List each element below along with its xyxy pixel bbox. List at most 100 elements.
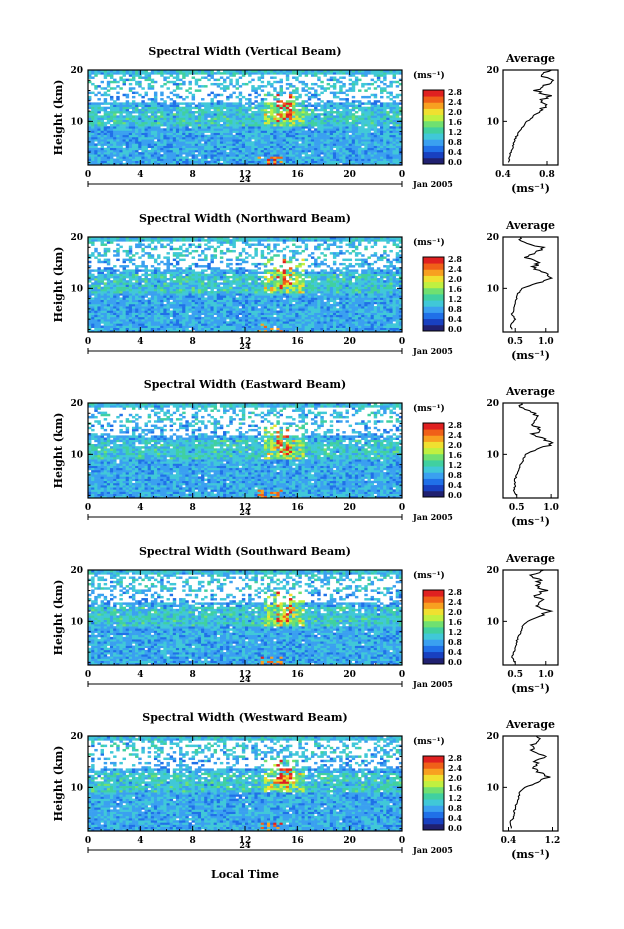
heatmap-cell	[116, 314, 120, 318]
heatmap-cell	[351, 100, 356, 103]
heatmap-cell	[175, 121, 180, 125]
heatmap-cell	[295, 145, 299, 149]
heatmap-cell	[207, 327, 211, 331]
heatmap-cell	[395, 310, 400, 313]
heatmap-cell	[144, 319, 148, 322]
heatmap-cell	[364, 121, 368, 125]
heatmap-cell	[182, 117, 186, 120]
heatmap-cell	[153, 145, 158, 149]
heatmap-cell	[216, 299, 221, 303]
heatmap-cell	[263, 158, 268, 161]
heatmap-cell	[185, 115, 189, 118]
heatmap-cell	[106, 102, 111, 105]
heatmap-cell	[241, 154, 246, 157]
heatmap-cell	[339, 139, 343, 142]
heatmap-cell	[307, 306, 312, 309]
heatmap-cell	[229, 156, 233, 159]
heatmap-cell	[323, 162, 327, 166]
heatmap-cell	[339, 136, 343, 140]
heatmap-cell	[182, 123, 186, 127]
heatmap-cell	[245, 70, 249, 73]
heatmap-cell	[138, 299, 142, 303]
heatmap-cell	[358, 312, 362, 316]
heatmap-cell	[182, 162, 186, 166]
heatmap-cell	[141, 95, 145, 99]
heatmap-cell	[323, 310, 327, 313]
heatmap-cell	[376, 78, 381, 82]
heatmap-cell	[169, 162, 174, 166]
heatmap-cell	[201, 156, 205, 159]
heatmap-cell	[270, 323, 274, 326]
heatmap-cell	[160, 323, 164, 326]
colorbar-tick-label: 1.2	[448, 127, 462, 137]
heatmap-cell	[380, 329, 384, 333]
heatmap-cell	[238, 327, 243, 331]
heatmap-cell	[135, 128, 139, 131]
heatmap-cell	[310, 113, 315, 116]
heatmap-cell	[364, 321, 368, 324]
heatmap-cell	[361, 141, 365, 144]
heatmap-cell	[345, 106, 349, 110]
heatmap-cell	[238, 106, 243, 110]
heatmap-cell	[383, 306, 387, 309]
heatmap-cell	[326, 87, 331, 90]
heatmap-cell	[263, 160, 268, 164]
heatmap-cell	[270, 141, 274, 144]
heatmap-cell	[191, 95, 196, 99]
heatmap-cell	[395, 312, 400, 316]
heatmap-cell	[260, 74, 265, 77]
heatmap-cell	[232, 152, 236, 155]
heatmap-cell	[153, 158, 158, 161]
heatmap-cell	[182, 134, 186, 138]
heatmap-cell	[364, 128, 368, 131]
heatmap-cell	[185, 102, 189, 105]
heatmap-cell	[109, 154, 114, 157]
heatmap-cell	[370, 139, 375, 142]
heatmap-cell	[339, 154, 343, 157]
heatmap-cell	[197, 123, 202, 127]
heatmap-cell	[185, 321, 189, 324]
heatmap-cell	[276, 123, 280, 127]
heatmap-cell	[109, 312, 114, 316]
heatmap-cell	[345, 134, 349, 138]
heatmap-cell	[191, 132, 196, 136]
heatmap-cell	[276, 128, 280, 131]
heatmap-cell	[345, 132, 349, 136]
heatmap-cell	[235, 160, 240, 164]
heatmap-cell	[358, 329, 362, 333]
heatmap-cell	[392, 95, 397, 99]
heatmap-cell	[153, 154, 158, 157]
heatmap-cell	[298, 316, 302, 320]
heatmap-cell	[380, 117, 384, 120]
heatmap-cell	[254, 156, 258, 159]
heatmap-cell	[276, 301, 280, 305]
heatmap-cell	[141, 128, 145, 131]
heatmap-cell	[150, 310, 155, 313]
heatmap-cell	[103, 149, 108, 153]
heatmap-cell	[329, 85, 334, 88]
heatmap-cell	[376, 149, 381, 153]
heatmap-cell	[301, 130, 305, 133]
heatmap-cell	[282, 70, 287, 73]
heatmap-cell	[119, 149, 123, 153]
heatmap-cell	[122, 299, 126, 303]
heatmap-cell	[201, 160, 205, 164]
heatmap-cell	[128, 323, 133, 326]
heatmap-cell	[128, 89, 133, 92]
heatmap-cell	[339, 156, 343, 159]
heatmap-cell	[88, 143, 92, 146]
heatmap-cell	[245, 154, 249, 157]
heatmap-cell	[301, 89, 305, 92]
heatmap-cell	[348, 303, 353, 307]
heatmap-cell	[113, 158, 117, 161]
heatmap-cell	[304, 106, 309, 110]
heatmap-cell	[103, 76, 108, 79]
heatmap-cell	[166, 76, 170, 79]
heatmap-cell	[320, 325, 324, 328]
heatmap-cell	[323, 143, 327, 146]
heatmap-cell	[91, 145, 95, 149]
heatmap-cell	[113, 72, 117, 75]
heatmap-cell	[383, 301, 387, 305]
heatmap-cell	[245, 158, 249, 161]
heatmap-cell	[364, 329, 368, 333]
